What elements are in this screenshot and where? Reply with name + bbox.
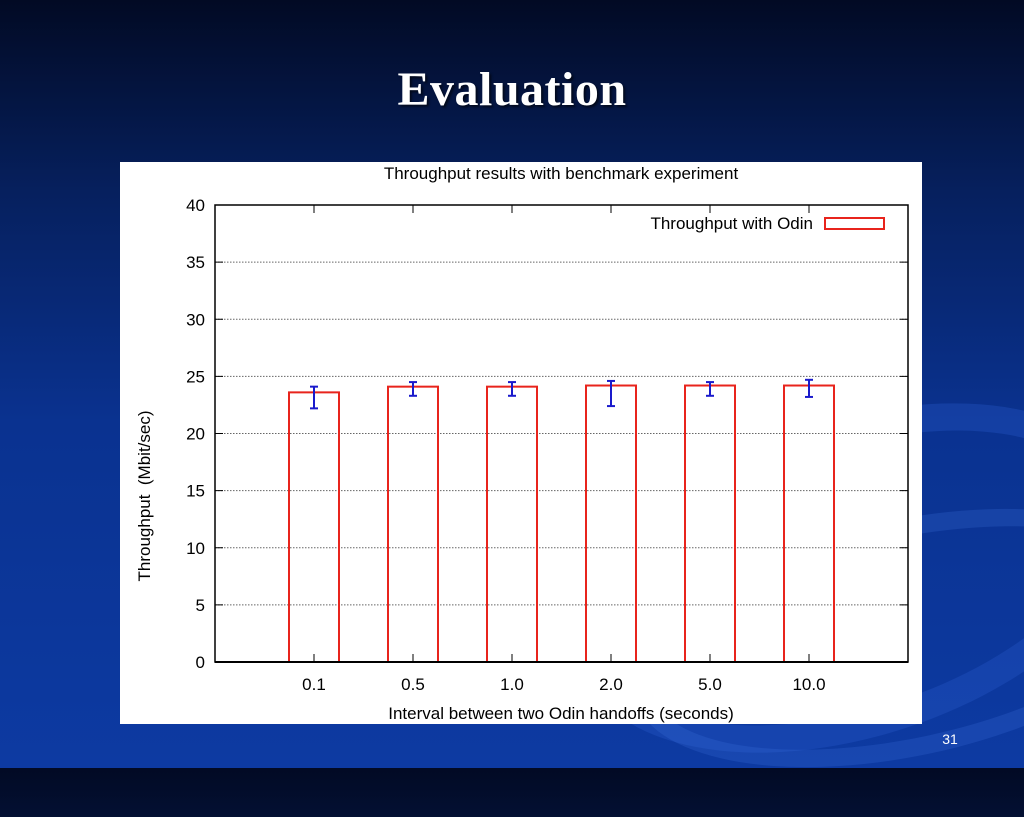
y-tick-label: 25 — [186, 367, 205, 386]
chart-title: Throughput results with benchmark experi… — [384, 164, 739, 183]
y-tick-label: 5 — [196, 596, 205, 615]
legend: Throughput with Odin — [650, 214, 885, 233]
bar — [783, 384, 835, 663]
y-tick-label: 20 — [186, 425, 205, 444]
bar — [585, 384, 637, 663]
y-tick-label: 0 — [196, 653, 205, 672]
grid-lines — [215, 261, 908, 606]
x-tick-label: 1.0 — [500, 675, 524, 694]
bar — [387, 385, 439, 663]
y-tick-label: 40 — [186, 196, 205, 215]
throughput-chart: Throughput results with benchmark experi… — [135, 164, 909, 723]
slide-number: 31 — [942, 731, 958, 747]
slide-title: Evaluation — [397, 63, 627, 116]
y-tick-label: 30 — [186, 310, 205, 329]
y-axis-label: Throughput (Mbit/sec) — [135, 410, 154, 581]
legend-label: Throughput with Odin — [650, 214, 813, 233]
x-tick-label: 5.0 — [698, 675, 722, 694]
bar — [288, 391, 340, 663]
error-bar-layer — [310, 378, 813, 410]
legend-swatch — [824, 217, 885, 230]
x-tick-labels: 0.1 0.5 1.0 2.0 5.0 10.0 — [302, 675, 825, 694]
y-tick-label: 15 — [186, 482, 205, 501]
bar-layer — [288, 384, 835, 663]
chart-panel: Throughput results with benchmark experi… — [120, 162, 922, 724]
y-tick-label: 10 — [186, 539, 205, 558]
x-tick-label: 0.1 — [302, 675, 326, 694]
y-tick-labels: 0 5 10 15 20 25 30 35 40 — [186, 196, 205, 672]
bar — [486, 385, 538, 663]
x-tick-label: 0.5 — [401, 675, 425, 694]
axes — [214, 204, 909, 663]
x-tick-label: 2.0 — [599, 675, 623, 694]
x-tick-label: 10.0 — [792, 675, 825, 694]
x-axis-label: Interval between two Odin handoffs (seco… — [388, 704, 734, 723]
bar — [684, 384, 736, 663]
y-tick-label: 35 — [186, 253, 205, 272]
